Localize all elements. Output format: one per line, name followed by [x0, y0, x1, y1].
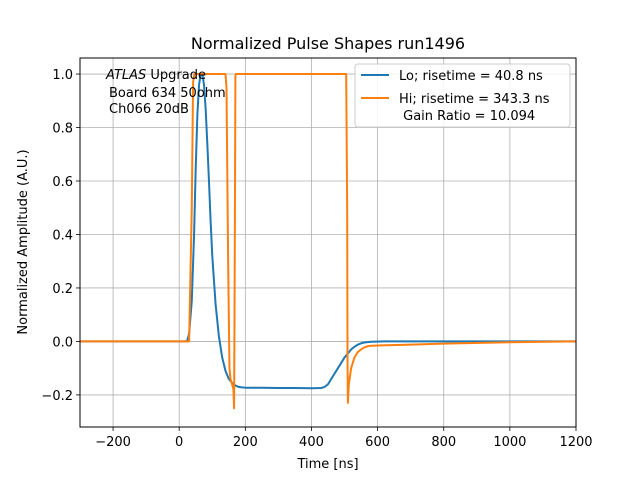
y-tick-label: 0.6	[52, 175, 73, 190]
legend-label-hi: Hi; risetime = 343.3 ns	[399, 92, 550, 107]
series-line-lo	[80, 73, 576, 390]
annotation-upgrade: Upgrade	[146, 68, 206, 83]
chart-title: Normalized Pulse Shapes run1496	[191, 34, 465, 53]
y-axis-label: Normalized Amplitude (A.U.)	[16, 149, 31, 334]
y-tick-label: 0.4	[52, 228, 73, 243]
x-tick-label: 200	[233, 435, 258, 450]
annotation-line-1: ATLAS Upgrade	[105, 68, 206, 83]
x-tick-label: 600	[365, 435, 390, 450]
y-axis-ticks: −0.2 0.0 0.2 0.4 0.6 0.8 1.0	[41, 68, 80, 404]
x-tick-label: 0	[175, 435, 183, 450]
annotation-atlas: ATLAS	[105, 68, 146, 83]
plot-frame	[79, 57, 577, 428]
y-tick-label: −0.2	[41, 389, 73, 404]
y-tick-label: 0.2	[52, 282, 73, 297]
legend-frame	[354, 63, 571, 128]
x-tick-label: 800	[431, 435, 456, 450]
series-layer	[80, 73, 577, 410]
x-tick-label: 1000	[493, 435, 526, 450]
x-axis-label: Time [ns]	[296, 457, 358, 472]
x-tick-label: 1200	[559, 435, 592, 450]
x-axis-ticks: −200 0 200 400 600 800 1000 1200	[95, 427, 593, 450]
annotation-line-2: Board 634 50ohm	[109, 86, 226, 101]
legend-label-gain-ratio: Gain Ratio = 10.094	[399, 109, 535, 124]
y-tick-label: 0.0	[52, 335, 73, 350]
annotation-line-3: Ch066 20dB	[109, 102, 189, 117]
y-tick-label: 1.0	[52, 68, 73, 83]
legend: Lo; risetime = 40.8 ns Hi; risetime = 34…	[354, 63, 571, 128]
series-line-hi	[80, 73, 577, 410]
x-tick-label: −200	[95, 435, 131, 450]
annotation-box: ATLAS Upgrade Board 634 50ohm Ch066 20dB	[105, 68, 226, 117]
x-tick-label: 400	[299, 435, 324, 450]
y-tick-label: 0.8	[52, 122, 73, 137]
legend-label-lo: Lo; risetime = 40.8 ns	[399, 69, 543, 84]
